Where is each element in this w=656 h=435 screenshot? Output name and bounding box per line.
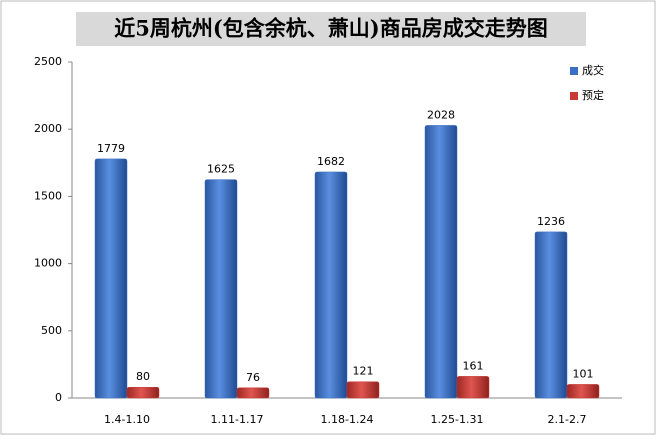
data-label: 101 — [573, 367, 594, 380]
legend-label: 预定 — [582, 88, 604, 102]
y-tick-label: 1500 — [34, 189, 62, 202]
data-label: 1779 — [97, 142, 125, 155]
data-label: 2028 — [427, 108, 455, 121]
data-label: 161 — [463, 359, 484, 372]
y-tick-label: 2000 — [34, 122, 62, 135]
legend-label: 成交 — [582, 63, 604, 77]
bar — [566, 384, 600, 399]
legend-swatch — [570, 67, 578, 75]
y-tick-label: 0 — [55, 391, 62, 404]
bar — [204, 179, 238, 399]
bar — [346, 381, 380, 399]
bar — [126, 386, 160, 399]
y-tick-label: 1000 — [34, 257, 62, 270]
bar — [314, 171, 348, 399]
y-tick-label: 2500 — [34, 55, 62, 68]
chart-title: 近5周杭州(包含余杭、萧山)商品房成交走势图 — [114, 16, 547, 41]
data-label: 1236 — [537, 215, 565, 228]
y-tick-label: 500 — [41, 324, 62, 337]
x-tick-label: 1.4-1.10 — [104, 413, 150, 426]
x-tick-label: 2.1-2.7 — [548, 413, 587, 426]
bar — [424, 125, 458, 399]
x-tick-label: 1.25-1.31 — [431, 413, 484, 426]
bar — [456, 376, 490, 399]
bar — [94, 158, 128, 399]
bar — [236, 387, 270, 399]
data-label: 1682 — [317, 155, 345, 168]
data-label: 76 — [246, 371, 260, 384]
bar — [534, 231, 568, 399]
data-label: 1625 — [207, 163, 235, 176]
x-tick-label: 1.18-1.24 — [321, 413, 374, 426]
title-box — [76, 12, 586, 46]
legend-swatch — [570, 92, 578, 100]
x-tick-label: 1.11-1.17 — [211, 413, 264, 426]
data-label: 121 — [353, 365, 374, 378]
data-label: 80 — [136, 370, 150, 383]
